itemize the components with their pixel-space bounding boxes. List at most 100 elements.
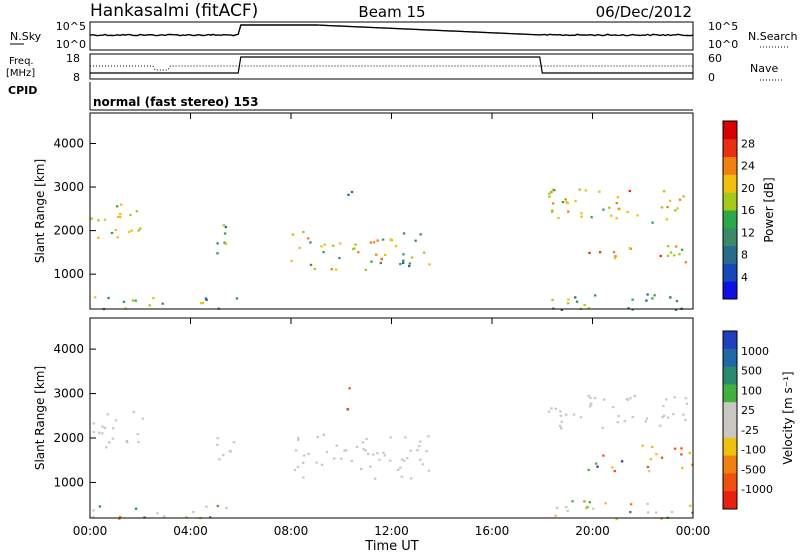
heatmap-cell <box>548 195 551 198</box>
heatmap-cell <box>403 459 406 462</box>
heatmap-cell <box>421 463 425 466</box>
colorbar-swatch <box>723 121 737 140</box>
heatmap-cell <box>322 433 325 436</box>
heatmap-cell <box>119 515 122 519</box>
heatmap-cell <box>374 477 377 480</box>
heatmap-cell <box>575 300 579 303</box>
nave-tick-top: 60 <box>708 52 722 65</box>
heatmap-cell <box>615 202 618 205</box>
heatmap-cell <box>92 515 95 518</box>
heatmap-cell <box>611 466 614 469</box>
heatmap-cell <box>661 416 664 419</box>
heatmap-cell <box>369 241 372 244</box>
heatmap-cell <box>615 518 618 521</box>
x-axis-label: Time UT <box>364 539 418 554</box>
heatmap-cell <box>688 451 691 455</box>
heatmap-cell <box>400 475 403 478</box>
heatmap-cell <box>591 507 595 510</box>
heatmap-cell <box>675 245 678 248</box>
heatmap-cell <box>209 516 212 519</box>
heatmap-cell <box>646 465 650 469</box>
heatmap-cell <box>565 201 568 204</box>
heatmap-cell <box>216 504 219 508</box>
heatmap-cell <box>135 210 139 213</box>
colorbar-swatch <box>723 138 737 158</box>
noise-tick-left-top: 10^5 <box>56 20 86 33</box>
colorbar-swatch <box>723 384 737 403</box>
heatmap-cell <box>320 245 323 248</box>
heatmap-cell <box>92 430 95 433</box>
heatmap-cell <box>235 297 239 300</box>
heatmap-cell <box>205 298 208 301</box>
heatmap-cell <box>602 454 605 457</box>
heatmap-cell <box>680 453 683 456</box>
heatmap-cell <box>232 441 236 444</box>
noise-sky-line <box>89 24 694 37</box>
heatmap-cell <box>567 210 570 213</box>
heatmap-cell <box>416 449 419 452</box>
heatmap-cell <box>301 461 305 464</box>
heatmap-cell <box>673 447 677 450</box>
noise-tick-right-bottom: 10^0 <box>708 38 738 51</box>
heatmap-cell <box>629 503 633 506</box>
heatmap-cell <box>139 227 142 230</box>
heatmap-cell <box>670 510 674 514</box>
heatmap-cell <box>425 450 428 453</box>
heatmap-cell <box>565 413 568 416</box>
heatmap-cell <box>616 196 620 199</box>
heatmap-cell <box>651 297 654 300</box>
heatmap-cell <box>564 198 567 201</box>
heatmap-cell <box>646 502 649 505</box>
heatmap-cell <box>560 308 563 311</box>
heatmap-cell <box>103 218 107 221</box>
heatmap-cell <box>309 241 312 244</box>
heatmap-cell <box>675 300 679 303</box>
noise-panel <box>89 21 694 51</box>
heatmap-cell <box>410 477 413 480</box>
heatmap-cell <box>672 413 675 416</box>
heatmap-cell <box>428 263 431 266</box>
heatmap-cell <box>131 299 135 302</box>
heatmap-cell <box>347 193 350 196</box>
heatmap-cell <box>617 414 620 418</box>
heatmap-cell <box>161 302 164 305</box>
heatmap-cell <box>565 506 568 509</box>
heatmap-cell <box>364 449 367 452</box>
heatmap-cell <box>136 433 139 436</box>
heatmap-cell <box>590 403 593 406</box>
heatmap-cell <box>653 294 656 297</box>
heatmap-cell <box>110 231 114 235</box>
heatmap-cell <box>560 420 563 423</box>
heatmap-cell <box>380 257 383 260</box>
power-y-ticks: 4000 3000 2000 1000 <box>53 136 96 281</box>
heatmap-cell <box>583 303 586 307</box>
heatmap-cell <box>666 254 670 257</box>
heatmap-cell <box>103 426 107 429</box>
heatmap-cell <box>137 229 140 232</box>
colorbar-tick-label: 100 <box>741 384 762 397</box>
heatmap-cell <box>354 243 357 246</box>
heatmap-cell <box>325 450 329 454</box>
heatmap-cell <box>684 397 688 400</box>
heatmap-cell <box>223 232 227 235</box>
colorbar-tick-label: 16 <box>741 204 755 217</box>
heatmap-cell <box>216 443 219 446</box>
heatmap-cell <box>120 203 123 206</box>
heatmap-cell <box>353 247 356 250</box>
heatmap-cell <box>389 436 392 439</box>
heatmap-cell <box>598 190 601 193</box>
heatmap-cell <box>601 426 604 429</box>
heatmap-cell <box>560 427 563 430</box>
heatmap-cell <box>369 465 372 468</box>
heatmap-cell <box>554 407 557 410</box>
colorbar-tick-label: 8 <box>741 249 748 262</box>
heatmap-cell <box>396 468 400 471</box>
colorbar-swatch <box>723 348 737 368</box>
heatmap-cell <box>383 454 386 457</box>
velocity-heatmap <box>92 387 694 521</box>
heatmap-cell <box>134 299 137 302</box>
velocity-colorbar-label: Velocity [m s⁻¹] <box>781 371 795 464</box>
nsearch-label: N.Search <box>748 30 798 43</box>
heatmap-cell <box>633 394 636 398</box>
